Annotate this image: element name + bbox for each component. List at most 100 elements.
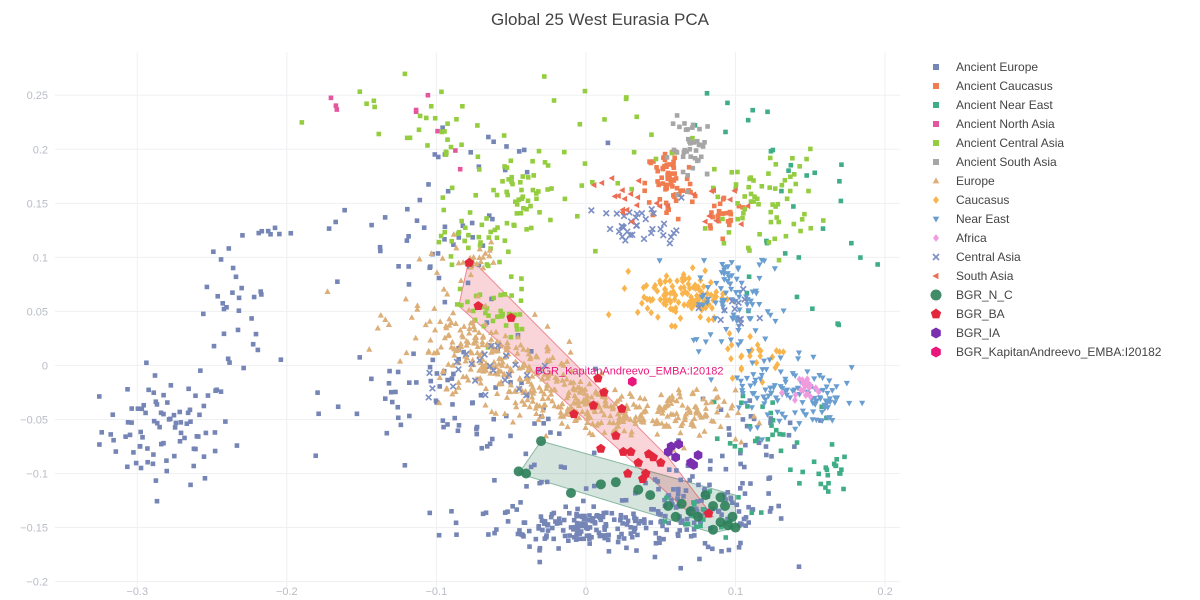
legend-item-ancient-caucasus[interactable]: Ancient Caucasus bbox=[933, 79, 1053, 93]
europe-point bbox=[455, 259, 462, 266]
legend-item-bgr-ba[interactable]: BGR_BA bbox=[930, 307, 1005, 321]
ancient-central-asia-point bbox=[498, 308, 504, 314]
ancient-europe-point bbox=[326, 226, 332, 231]
legend-item-central-asia[interactable]: Central Asia bbox=[932, 250, 1021, 264]
europe-point bbox=[583, 410, 590, 417]
ancient-europe-point bbox=[442, 224, 448, 230]
europe-point bbox=[434, 349, 441, 355]
europe-point bbox=[689, 390, 696, 396]
south-asia-point bbox=[627, 190, 634, 198]
central-asia-point bbox=[462, 350, 470, 358]
bgr-ba-point bbox=[473, 301, 483, 310]
europe-point bbox=[457, 343, 465, 349]
legend-item-africa[interactable]: Africa bbox=[933, 231, 987, 245]
ancient-central-asia-point bbox=[790, 155, 795, 161]
data-points bbox=[96, 71, 880, 571]
near-east-point bbox=[776, 418, 783, 425]
legend-item-ancient-near-east[interactable]: Ancient Near East bbox=[933, 98, 1053, 112]
central-asia-point bbox=[425, 394, 433, 401]
bgr-ia-point bbox=[693, 450, 703, 461]
legend-item-ancient-central-asia[interactable]: Ancient Central Asia bbox=[933, 136, 1064, 150]
ancient-near-east-point bbox=[707, 489, 713, 494]
ancient-central-asia-point bbox=[784, 196, 790, 202]
legend-marker-ancient-europe bbox=[933, 64, 939, 70]
ancient-caucasus-point bbox=[664, 185, 670, 191]
ancient-europe-point bbox=[201, 454, 207, 459]
near-east-point bbox=[761, 358, 768, 365]
ancient-south-asia-point bbox=[695, 158, 700, 164]
europe-point bbox=[580, 396, 587, 403]
ancient-europe-point bbox=[528, 349, 534, 354]
near-east-point bbox=[796, 421, 803, 427]
ancient-europe-point bbox=[541, 421, 546, 426]
near-east-point bbox=[721, 277, 728, 283]
europe-point bbox=[598, 407, 605, 414]
ancient-central-asia-point bbox=[520, 194, 526, 200]
ancient-central-asia-point bbox=[357, 89, 363, 94]
central-asia-point bbox=[494, 342, 502, 350]
europe-point bbox=[482, 320, 489, 327]
ancient-caucasus-point bbox=[663, 200, 669, 206]
legend-label: Ancient South Asia bbox=[956, 155, 1057, 169]
ancient-europe-point bbox=[437, 384, 443, 389]
near-east-point bbox=[693, 337, 700, 343]
ancient-europe-point bbox=[395, 404, 401, 410]
europe-point bbox=[524, 396, 531, 403]
ancient-south-asia-point bbox=[674, 150, 680, 155]
ancient-central-asia-point bbox=[702, 226, 708, 231]
central-asia-point bbox=[623, 228, 631, 235]
ancient-europe-point bbox=[502, 510, 508, 515]
europe-point bbox=[460, 259, 467, 265]
ancient-central-asia-point bbox=[754, 196, 760, 202]
ancient-near-east-point bbox=[810, 306, 815, 312]
europe-point bbox=[539, 395, 546, 401]
caucasus-point bbox=[648, 309, 654, 317]
ancient-central-asia-point bbox=[804, 156, 809, 162]
caucasus-point bbox=[738, 365, 745, 374]
near-east-point bbox=[758, 372, 765, 379]
europe-point bbox=[545, 394, 552, 401]
legend-item-south-asia[interactable]: South Asia bbox=[932, 269, 1014, 283]
ancient-central-asia-point bbox=[506, 311, 512, 317]
ancient-south-asia-point bbox=[690, 122, 696, 128]
ancient-europe-point bbox=[583, 525, 589, 530]
ancient-central-asia-point bbox=[733, 182, 739, 187]
south-asia-point bbox=[611, 193, 618, 200]
near-east-point bbox=[826, 396, 833, 403]
caucasus-point bbox=[664, 296, 670, 305]
europe-point bbox=[544, 347, 551, 354]
caucasus-point bbox=[680, 274, 686, 282]
europe-point bbox=[677, 393, 684, 400]
central-asia-point bbox=[728, 297, 736, 305]
legend-item-bgr-kapitanandreevo-emba-i20182[interactable]: BGR_KapitanAndreevo_EMBA:I20182 bbox=[931, 345, 1162, 359]
legend-marker-bgr-kapitanandreevo-emba-i20182 bbox=[931, 346, 941, 358]
ancient-europe-point bbox=[527, 544, 532, 549]
europe-point bbox=[612, 425, 619, 432]
legend-item-bgr-ia[interactable]: BGR_IA bbox=[931, 326, 1000, 340]
caucasus-point bbox=[662, 277, 669, 286]
legend-item-ancient-europe[interactable]: Ancient Europe bbox=[933, 60, 1038, 74]
ancient-europe-point bbox=[486, 213, 492, 218]
ancient-europe-point bbox=[435, 154, 441, 160]
europe-point bbox=[729, 402, 736, 408]
ancient-europe-point bbox=[417, 197, 423, 203]
ancient-central-asia-point bbox=[767, 155, 773, 161]
central-asia-point bbox=[449, 383, 457, 390]
legend-item-bgr-n-c[interactable]: BGR_N_C bbox=[930, 288, 1014, 302]
bgr-n-c-point bbox=[715, 517, 726, 528]
legend-item-ancient-north-asia[interactable]: Ancient North Asia bbox=[933, 117, 1055, 131]
legend-item-ancient-south-asia[interactable]: Ancient South Asia bbox=[933, 155, 1057, 169]
legend-item-caucasus[interactable]: Caucasus bbox=[933, 193, 1009, 207]
south-asia-point bbox=[653, 200, 660, 207]
legend-item-near-east[interactable]: Near East bbox=[932, 212, 1010, 226]
ancient-near-east-point bbox=[811, 459, 817, 465]
ancient-central-asia-point bbox=[519, 286, 524, 292]
ancient-near-east-point bbox=[664, 495, 669, 501]
near-east-point bbox=[833, 384, 840, 390]
europe-point bbox=[632, 420, 639, 427]
legend[interactable]: Ancient Europe Ancient Caucasus Ancient Ne… bbox=[930, 60, 1162, 359]
europe-point bbox=[433, 269, 441, 275]
near-east-point bbox=[782, 376, 789, 383]
near-east-point bbox=[721, 267, 728, 274]
legend-item-europe[interactable]: Europe bbox=[932, 174, 995, 188]
